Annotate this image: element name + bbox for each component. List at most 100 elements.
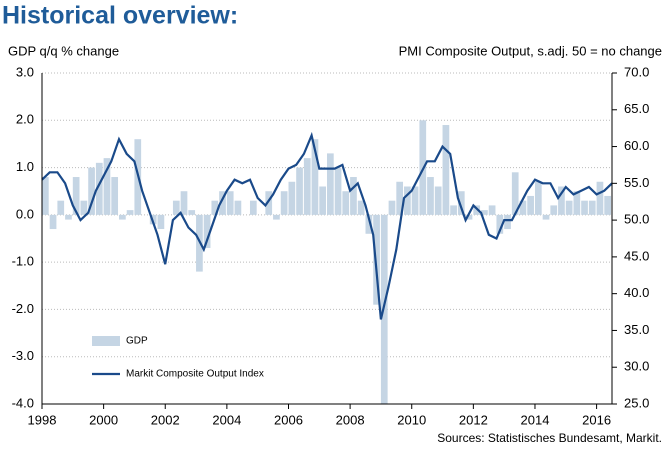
y-tick-label: 0.0	[16, 206, 34, 221]
bar	[496, 214, 504, 234]
bar	[434, 186, 442, 215]
bar	[573, 191, 581, 215]
bar	[558, 186, 565, 215]
bar	[265, 191, 273, 215]
bar	[180, 191, 188, 215]
bar	[126, 210, 134, 215]
bar	[581, 200, 588, 215]
y2-tick-label: 50.0	[624, 212, 649, 227]
bar	[111, 177, 119, 215]
bar	[550, 205, 558, 215]
y2-tick-label: 45.0	[624, 248, 649, 263]
bar	[404, 186, 411, 215]
y-tick-label: 2.0	[16, 112, 34, 127]
bar	[365, 214, 373, 234]
bar	[519, 200, 527, 215]
bar	[42, 177, 49, 215]
x-tick-label: 2014	[521, 412, 550, 427]
bar	[203, 214, 211, 248]
bar	[450, 205, 457, 215]
x-tick-label: 2006	[274, 412, 303, 427]
bar	[481, 210, 488, 215]
bar	[88, 167, 95, 215]
bar	[234, 200, 242, 215]
bar	[296, 167, 303, 215]
y-axis-label: GDP q/q % change	[8, 43, 119, 58]
bar	[342, 191, 350, 215]
x-tick-label: 2016	[582, 412, 611, 427]
x-tick-label: 2010	[397, 412, 426, 427]
bar	[219, 191, 226, 215]
bar	[357, 200, 365, 215]
x-tick-label: 1998	[28, 412, 57, 427]
x-tick-label: 2012	[459, 412, 488, 427]
bar	[311, 139, 319, 215]
bar	[504, 214, 511, 230]
bar	[588, 200, 596, 215]
y2-tick-label: 40.0	[624, 285, 649, 300]
x-tick-label: 2004	[212, 412, 241, 427]
legend-swatch	[92, 336, 120, 346]
x-tick-label: 2000	[89, 412, 118, 427]
bar	[172, 200, 180, 215]
bar	[72, 177, 80, 215]
bar	[542, 214, 550, 220]
bar	[596, 181, 604, 215]
bar	[396, 181, 404, 215]
bar	[427, 177, 434, 215]
bar	[103, 158, 111, 215]
bar	[303, 158, 311, 215]
bar	[80, 200, 88, 215]
bar	[511, 172, 519, 215]
legend-label: GDP	[126, 336, 148, 347]
y-tick-label: -4.0	[12, 395, 34, 410]
y-tick-label: 3.0	[16, 64, 34, 79]
bar	[488, 205, 496, 215]
bar	[188, 210, 196, 215]
bar	[327, 153, 334, 215]
bar	[65, 214, 72, 220]
y2-axis-label: PMI Composite Output, s.adj. 50 = no cha…	[399, 43, 662, 58]
source-note: Sources: Statistisches Bundesamt, Markit…	[437, 431, 662, 445]
bar	[565, 200, 573, 215]
bar	[604, 195, 611, 215]
y2-tick-label: 65.0	[624, 101, 649, 116]
y-tick-label: -2.0	[12, 301, 34, 316]
bar	[157, 214, 165, 230]
legend-label: Markit Composite Output Index	[126, 369, 264, 380]
bar	[49, 214, 57, 230]
bar	[288, 181, 296, 215]
bar	[319, 186, 326, 215]
y2-tick-label: 35.0	[624, 322, 649, 337]
y2-tick-label: 30.0	[624, 359, 649, 374]
bar	[457, 191, 465, 215]
bar	[226, 191, 234, 215]
y-tick-label: 1.0	[16, 159, 34, 174]
chart-title: Historical overview:	[2, 2, 238, 30]
x-tick-label: 2008	[336, 412, 365, 427]
bar	[527, 195, 534, 215]
bar	[95, 162, 103, 215]
bar	[57, 200, 65, 215]
y2-tick-label: 60.0	[624, 138, 649, 153]
y2-tick-label: 55.0	[624, 175, 649, 190]
y-tick-label: -3.0	[12, 348, 34, 363]
pmi-line	[41, 131, 613, 320]
bar	[211, 200, 219, 215]
bar	[465, 214, 473, 220]
bar	[534, 181, 542, 215]
y2-tick-label: 25.0	[624, 395, 649, 410]
bar	[388, 200, 396, 215]
bar	[280, 191, 288, 215]
bar	[119, 214, 126, 220]
bar	[350, 177, 357, 215]
bar	[473, 205, 481, 215]
y2-tick-label: 70.0	[624, 64, 649, 79]
bar	[334, 167, 342, 215]
bar	[411, 186, 419, 215]
bar	[249, 200, 257, 215]
x-tick-label: 2002	[151, 412, 180, 427]
bar	[273, 214, 280, 220]
y-tick-label: -1.0	[12, 254, 34, 269]
